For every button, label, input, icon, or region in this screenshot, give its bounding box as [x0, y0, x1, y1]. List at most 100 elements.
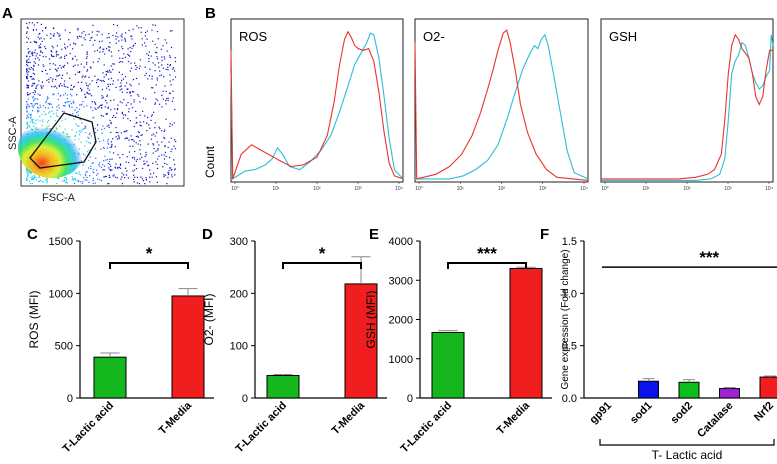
- facs-dot: [172, 97, 174, 99]
- facs-dot: [90, 165, 92, 167]
- facs-dot: [94, 141, 96, 143]
- bar-t-lactic-acid: [93, 356, 127, 399]
- facs-dot: [50, 54, 52, 56]
- significance-bracket: [447, 262, 527, 269]
- facs-dot: [97, 129, 99, 131]
- facs-dot: [171, 148, 173, 150]
- facs-dot: [46, 79, 48, 81]
- facs-dot: [44, 179, 47, 181]
- facs-dot: [132, 145, 134, 147]
- facs-dot: [86, 63, 88, 65]
- facs-dot: [44, 107, 46, 109]
- facs-dot: [108, 89, 110, 91]
- facs-dot: [107, 85, 109, 87]
- facs-dot: [26, 36, 28, 38]
- facs-dot: [156, 141, 158, 143]
- facs-dot: [132, 45, 134, 47]
- facs-dot: [139, 121, 141, 123]
- facs-dot: [155, 84, 157, 86]
- facs-dot: [173, 145, 175, 147]
- facs-dot: [39, 32, 41, 35]
- facs-dot: [29, 92, 31, 95]
- facs-dot: [151, 134, 153, 136]
- facs-dot: [59, 65, 61, 67]
- facs-dot: [123, 114, 125, 116]
- facs-dot: [90, 167, 92, 170]
- facs-dot: [67, 62, 69, 64]
- facs-dot: [169, 30, 172, 32]
- facs-dot: [57, 54, 59, 56]
- facs-dot: [43, 65, 45, 68]
- facs-dot: [128, 161, 130, 164]
- facs-dot: [74, 179, 76, 181]
- facs-dot: [167, 97, 169, 99]
- facs-dot: [100, 114, 102, 117]
- facs-dot: [126, 130, 128, 132]
- facs-dot: [174, 148, 177, 150]
- facs-dot: [92, 61, 94, 63]
- bar-t-lactic-acid: [431, 331, 465, 399]
- histogram-x-tick-label: 10³: [354, 186, 362, 192]
- facs-dot: [89, 152, 92, 154]
- facs-dot: [65, 86, 67, 88]
- facs-dot: [81, 44, 83, 46]
- facs-dot: [27, 27, 29, 29]
- facs-dot: [88, 89, 90, 91]
- facs-dot: [28, 105, 30, 107]
- facs-dot: [34, 90, 36, 92]
- facs-dot: [135, 68, 137, 70]
- facs-dot: [26, 41, 28, 43]
- facs-dot: [112, 68, 114, 71]
- facs-dot: [174, 169, 176, 171]
- facs-dot: [134, 62, 136, 64]
- facs-dot: [89, 83, 91, 85]
- facs-dot: [151, 115, 153, 117]
- facs-dot: [94, 50, 96, 52]
- facs-dot: [55, 79, 57, 81]
- facs-dot: [62, 180, 64, 182]
- facs-dot: [51, 86, 53, 88]
- facs-dot: [80, 63, 82, 65]
- facs-dot: [102, 169, 104, 171]
- facs-dot: [121, 73, 123, 75]
- facs-dot: [84, 76, 86, 78]
- facs-dot: [131, 157, 133, 159]
- histogram-x-tick-label: 10¹: [642, 186, 650, 192]
- histogram-title: GSH: [609, 29, 637, 44]
- facs-dot-plot: FSC-A SSC-A: [7, 18, 185, 204]
- facs-dot: [131, 139, 133, 141]
- facs-dot: [40, 37, 42, 39]
- facs-dot: [104, 155, 106, 157]
- facs-dot: [72, 100, 75, 102]
- facs-dot: [76, 107, 78, 109]
- facs-dot: [117, 104, 119, 106]
- facs-dot: [39, 115, 41, 118]
- facs-dot: [172, 67, 174, 69]
- facs-dot: [76, 94, 78, 96]
- facs-dot: [36, 53, 38, 55]
- facs-dot: [130, 51, 132, 53]
- facs-dot: [31, 78, 33, 80]
- facs-dot: [138, 131, 140, 134]
- facs-dot: [62, 74, 64, 76]
- facs-dot: [46, 98, 48, 100]
- facs-dot: [112, 80, 114, 82]
- facs-dot: [32, 69, 35, 71]
- y-tick-label: 0.0: [562, 393, 577, 405]
- facs-dot: [50, 103, 52, 105]
- facs-dot: [96, 30, 98, 32]
- facs-dot: [39, 47, 41, 49]
- facs-dot: [78, 71, 81, 73]
- facs-dot: [90, 135, 92, 137]
- facs-dot: [154, 70, 156, 72]
- facs-dot: [164, 39, 166, 41]
- histogram-treated-line: [601, 33, 773, 180]
- facs-dot: [72, 48, 74, 50]
- facs-dot: [63, 94, 65, 96]
- facs-dot: [144, 35, 146, 37]
- facs-dot: [27, 86, 29, 88]
- facs-dot: [158, 144, 160, 146]
- facs-dot: [110, 77, 113, 79]
- facs-dot: [75, 115, 77, 117]
- facs-dot: [167, 172, 169, 174]
